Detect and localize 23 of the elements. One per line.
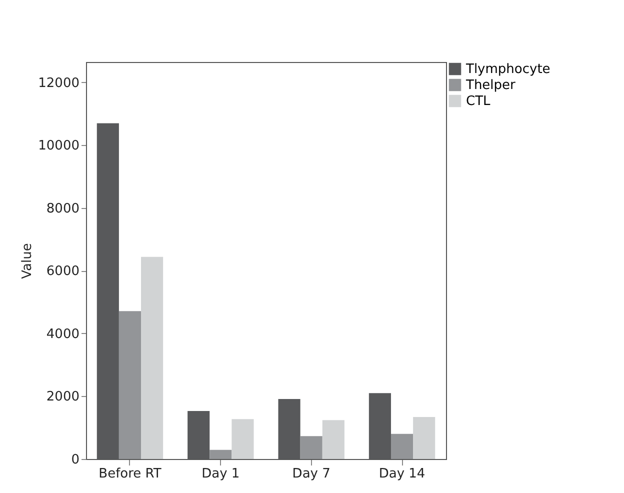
bar xyxy=(322,420,344,459)
legend-label: CTL xyxy=(466,94,492,109)
x-tick-label: Day 1 xyxy=(202,466,240,482)
legend-label: Tlymphocyte xyxy=(465,62,550,77)
y-tick-label: 10000 xyxy=(38,138,80,154)
y-tick-label: 0 xyxy=(71,452,80,468)
legend-label: Thelper xyxy=(465,78,516,93)
bar xyxy=(118,311,142,459)
x-tick-label: Before RT xyxy=(98,466,162,482)
bar xyxy=(210,450,232,459)
bar xyxy=(413,416,436,459)
y-tick-label: 2000 xyxy=(46,390,80,405)
y-tick-label: 6000 xyxy=(46,264,80,280)
y-tick-label: 12000 xyxy=(38,76,80,91)
bar xyxy=(390,434,414,459)
bar xyxy=(141,256,164,459)
x-tick-label: Day 14 xyxy=(378,466,426,482)
y-tick-label: 4000 xyxy=(46,326,80,342)
y-tick-label: 8000 xyxy=(46,201,80,216)
x-tick-label: Day 7 xyxy=(292,466,330,482)
bar xyxy=(232,419,254,459)
y-axis-title: Value xyxy=(20,243,36,279)
bar xyxy=(300,436,322,459)
